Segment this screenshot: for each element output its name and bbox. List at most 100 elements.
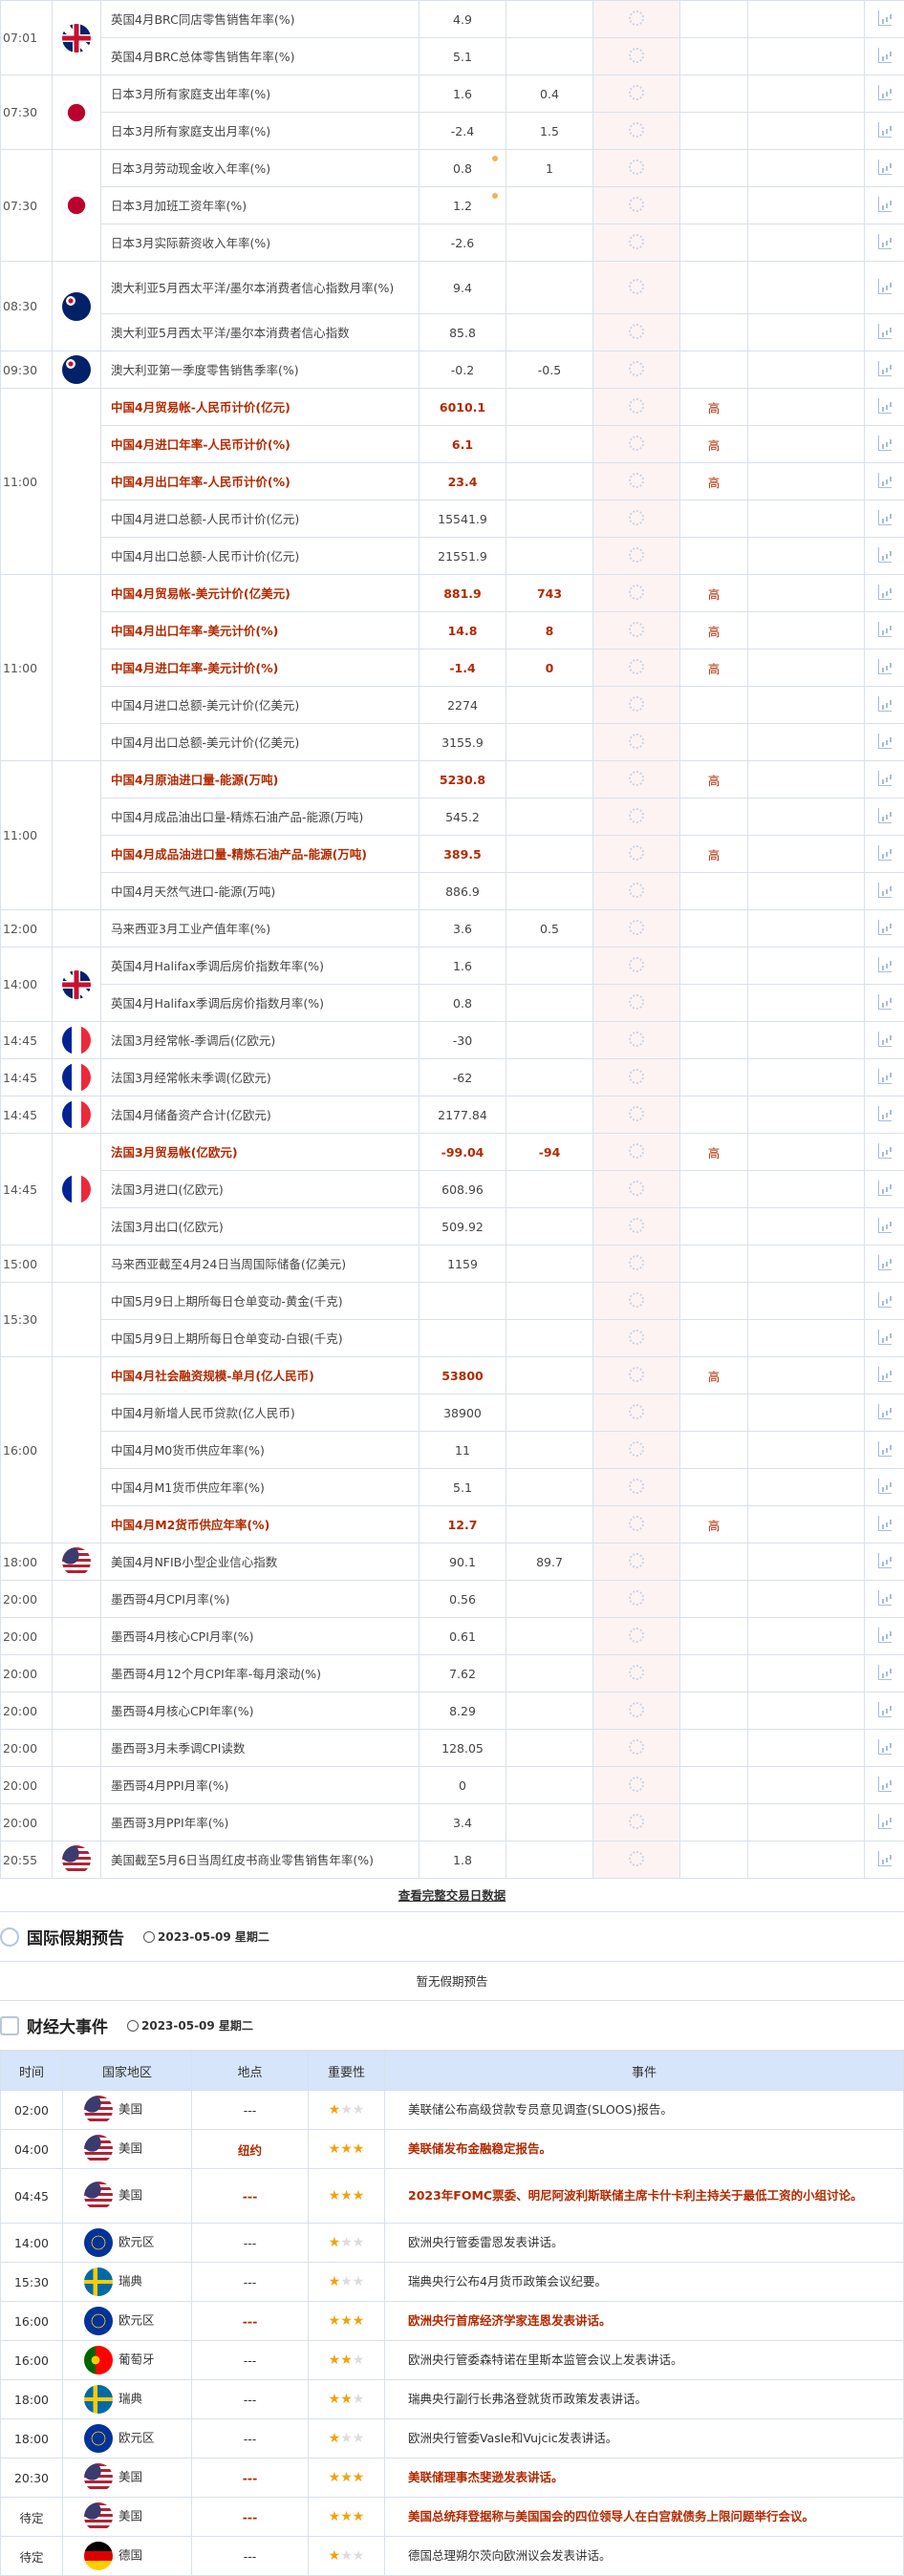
- indicator-name[interactable]: 中国4月M2货币供应年率(%): [101, 1506, 420, 1543]
- bar-chart-icon[interactable]: [878, 1441, 892, 1457]
- indicator-name[interactable]: 英国4月BRC同店零售销售年率(%): [101, 1, 420, 38]
- bar-chart-icon[interactable]: [878, 85, 892, 100]
- event-description[interactable]: 美联储理事杰斐逊发表讲话。: [385, 2459, 904, 2498]
- chart-cell[interactable]: [865, 761, 904, 798]
- chart-cell[interactable]: [865, 314, 904, 351]
- chart-cell[interactable]: [865, 947, 904, 985]
- bar-chart-icon[interactable]: [878, 1218, 892, 1233]
- chart-cell[interactable]: [865, 426, 904, 463]
- bar-chart-icon[interactable]: [878, 659, 892, 674]
- indicator-name[interactable]: 中国4月出口总额-美元计价(亿美元): [101, 724, 420, 761]
- indicator-name[interactable]: 中国5月9日上期所每日仓单变动-黄金(千克): [101, 1283, 420, 1320]
- bar-chart-icon[interactable]: [878, 1479, 892, 1494]
- chart-cell[interactable]: [865, 1767, 904, 1804]
- bar-chart-icon[interactable]: [878, 510, 892, 525]
- chart-cell[interactable]: [865, 1842, 904, 1879]
- table-row[interactable]: 日本3月加班工资年率(%)1.2: [1, 187, 904, 224]
- bar-chart-icon[interactable]: [878, 122, 892, 138]
- chart-cell[interactable]: [865, 389, 904, 426]
- table-row[interactable]: 中国5月9日上期所每日仓单变动-白银(千克): [1, 1320, 904, 1357]
- indicator-name[interactable]: 日本3月实际薪资收入年率(%): [101, 224, 420, 262]
- event-description[interactable]: 瑞典央行公布4月货币政策会议纪要。: [385, 2263, 904, 2302]
- chart-cell[interactable]: [865, 836, 904, 873]
- chart-cell[interactable]: [865, 1730, 904, 1767]
- indicator-name[interactable]: 日本3月劳动现金收入年率(%): [101, 150, 420, 187]
- indicator-name[interactable]: 马来西亚3月工业产值年率(%): [101, 910, 420, 947]
- indicator-name[interactable]: 法国3月经常帐未季调(亿欧元): [101, 1059, 420, 1096]
- indicator-name[interactable]: 澳大利亚5月西太平洋/墨尔本消费者信心指数月率(%): [101, 262, 420, 314]
- indicator-name[interactable]: 中国4月成品油出口量-精炼石油产品-能源(万吨): [101, 798, 420, 836]
- bar-chart-icon[interactable]: [878, 1069, 892, 1084]
- table-row[interactable]: 中国4月出口总额-美元计价(亿美元)3155.9: [1, 724, 904, 761]
- table-row[interactable]: 英国4月BRC总体零售销售年率(%)5.1: [1, 38, 904, 75]
- bar-chart-icon[interactable]: [878, 622, 892, 637]
- chart-cell[interactable]: [865, 224, 904, 262]
- indicator-name[interactable]: 法国3月出口(亿欧元): [101, 1208, 420, 1245]
- bar-chart-icon[interactable]: [878, 1851, 892, 1866]
- bar-chart-icon[interactable]: [878, 585, 892, 600]
- indicator-name[interactable]: 中国4月贸易帐-人民币计价(亿元): [101, 389, 420, 426]
- chart-cell[interactable]: [865, 1692, 904, 1730]
- chart-cell[interactable]: [865, 798, 904, 836]
- bar-chart-icon[interactable]: [878, 324, 892, 339]
- bar-chart-icon[interactable]: [878, 920, 892, 935]
- indicator-name[interactable]: 中国4月进口年率-人民币计价(%): [101, 426, 420, 463]
- chart-cell[interactable]: [865, 463, 904, 500]
- bar-chart-icon[interactable]: [878, 234, 892, 249]
- event-row[interactable]: 待定德国---★★★德国总理朔尔茨向欧洲议会发表讲话。: [1, 2537, 904, 2576]
- bar-chart-icon[interactable]: [878, 1516, 892, 1531]
- indicator-name[interactable]: 墨西哥4月CPI月率(%): [101, 1581, 420, 1618]
- chart-cell[interactable]: [865, 262, 904, 314]
- chart-cell[interactable]: [865, 1357, 904, 1394]
- chart-cell[interactable]: [865, 1804, 904, 1842]
- chart-cell[interactable]: [865, 1059, 904, 1096]
- chart-cell[interactable]: [865, 1394, 904, 1432]
- indicator-name[interactable]: 澳大利亚5月西太平洋/墨尔本消费者信心指数: [101, 314, 420, 351]
- bar-chart-icon[interactable]: [878, 1143, 892, 1159]
- bar-chart-icon[interactable]: [878, 1814, 892, 1829]
- bar-chart-icon[interactable]: [878, 361, 892, 376]
- bar-chart-icon[interactable]: [878, 48, 892, 63]
- bar-chart-icon[interactable]: [878, 1330, 892, 1345]
- chart-cell[interactable]: [865, 1134, 904, 1171]
- chart-cell[interactable]: [865, 1543, 904, 1581]
- indicator-name[interactable]: 法国3月进口(亿欧元): [101, 1171, 420, 1208]
- indicator-name[interactable]: 中国4月出口年率-人民币计价(%): [101, 463, 420, 500]
- bar-chart-icon[interactable]: [878, 1181, 892, 1196]
- table-row[interactable]: 法国3月出口(亿欧元)509.92: [1, 1208, 904, 1245]
- bar-chart-icon[interactable]: [878, 1739, 892, 1755]
- indicator-name[interactable]: 墨西哥3月PPI年率(%): [101, 1804, 420, 1842]
- chart-cell[interactable]: [865, 187, 904, 224]
- bar-chart-icon[interactable]: [878, 1367, 892, 1382]
- chart-cell[interactable]: [865, 1, 904, 38]
- indicator-name[interactable]: 英国4月Halifax季调后房价指数年率(%): [101, 947, 420, 985]
- chart-cell[interactable]: [865, 38, 904, 75]
- table-row[interactable]: 中国4月进口总额-人民币计价(亿元)15541.9: [1, 500, 904, 538]
- bar-chart-icon[interactable]: [878, 883, 892, 898]
- bar-chart-icon[interactable]: [878, 696, 892, 712]
- indicator-name[interactable]: 墨西哥4月核心CPI年率(%): [101, 1692, 420, 1730]
- indicator-name[interactable]: 日本3月所有家庭支出月率(%): [101, 113, 420, 150]
- event-row[interactable]: 待定美国---★★★美国总统拜登据称与美国国会的四位领导人在白宫就债务上限问题举…: [1, 2498, 904, 2537]
